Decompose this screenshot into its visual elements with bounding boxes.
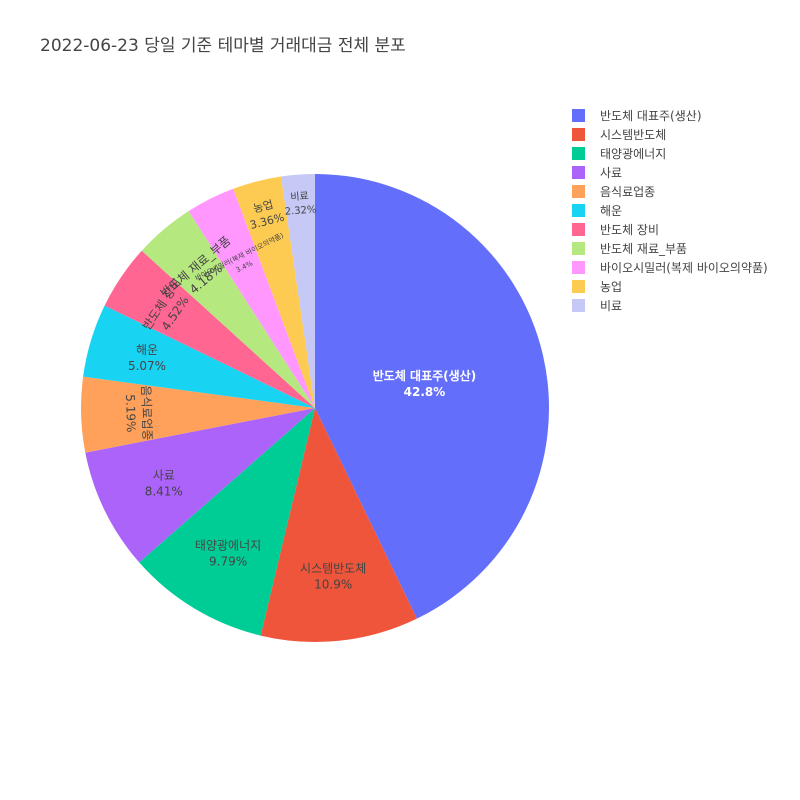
legend-swatch-6 (572, 223, 585, 236)
legend-item-0[interactable]: 반도체 대표주(생산) (572, 109, 702, 123)
slice-label-pct-2: 9.79% (209, 554, 247, 568)
legend-item-3[interactable]: 사료 (572, 166, 622, 180)
legend-item-7[interactable]: 반도체 재료_부품 (572, 242, 687, 256)
slice-label-pct-4: 5.19% (123, 394, 138, 433)
legend-swatch-0 (572, 109, 585, 122)
legend-item-9[interactable]: 농업 (572, 280, 622, 294)
slice-label-pct-5: 5.07% (128, 359, 166, 373)
pie-slice-9[interactable] (233, 176, 315, 408)
legend-swatch-9 (572, 280, 585, 293)
legend-label-7: 반도체 재료_부품 (600, 242, 687, 256)
legend-label-5: 해운 (600, 204, 622, 218)
chart-title: 2022-06-23 당일 기준 테마별 거래대금 전체 분포 (40, 36, 406, 56)
legend-label-2: 태양광에너지 (600, 147, 666, 161)
slice-label-10: 비료2.32% (284, 190, 316, 218)
legend-swatch-4 (572, 185, 585, 198)
legend-swatch-10 (572, 299, 585, 312)
slice-label-name-3: 사료 (153, 468, 175, 482)
legend-label-0: 반도체 대표주(생산) (600, 109, 702, 123)
legend-swatch-1 (572, 128, 585, 141)
legend-item-4[interactable]: 음식료업종 (572, 185, 655, 199)
pie-slice-3[interactable] (85, 408, 315, 563)
slice-label-name-0: 반도체 대표주(생산) (373, 368, 476, 383)
slice-label-5: 해운 5.07% (128, 343, 166, 373)
slice-label-name-9: 농업 (252, 198, 275, 216)
pie-slice-8[interactable] (188, 188, 315, 408)
slice-label-name-4: 음식료업종 (139, 385, 155, 441)
legend-swatch-8 (572, 261, 585, 274)
pie-slice-10[interactable] (280, 174, 315, 408)
legend-item-10[interactable]: 비료 (572, 299, 622, 313)
legend-swatch-3 (572, 166, 585, 179)
slice-label-name-5: 해운 (136, 343, 158, 357)
slice-label-0: 반도체 대표주(생산) 42.8% (373, 368, 476, 399)
pie-slice-5[interactable] (83, 305, 315, 408)
legend-label-8: 바이오시밀러(복제 바이오의약품) (600, 260, 768, 275)
legend-label-6: 반도체 장비 (600, 223, 659, 237)
legend-label-10: 비료 (600, 299, 622, 313)
legend-item-2[interactable]: 태양광에너지 (572, 147, 666, 161)
slice-label-2: 태양광에너지 9.79% (195, 538, 261, 568)
pie-slice-2[interactable] (139, 408, 315, 636)
slice-label-pct-10: 2.32% (284, 204, 316, 217)
slice-label-3: 사료 8.41% (145, 468, 183, 498)
slice-label-pct-0: 42.8% (404, 385, 446, 399)
legend-swatch-5 (572, 204, 585, 217)
pie-slice-1[interactable] (260, 408, 417, 642)
legend-label-1: 시스템반도체 (600, 128, 666, 142)
legend-item-5[interactable]: 해운 (572, 204, 622, 218)
legend-item-8[interactable]: 바이오시밀러(복제 바이오의약품) (572, 260, 768, 275)
slice-label-name-2: 태양광에너지 (195, 538, 261, 552)
pie-slice-4[interactable] (81, 376, 315, 453)
slice-label-pct-3: 8.41% (145, 484, 183, 498)
slice-label-name-10: 비료 (290, 190, 309, 203)
slice-label-pct-1: 10.9% (314, 577, 352, 591)
slice-label-name-1: 시스템반도체 (300, 561, 366, 575)
legend-label-9: 농업 (600, 280, 622, 294)
legend-swatch-2 (572, 147, 585, 160)
legend-item-1[interactable]: 시스템반도체 (572, 128, 666, 142)
legend-swatch-7 (572, 242, 585, 255)
pie-slice-6[interactable] (104, 250, 315, 408)
legend-label-3: 사료 (600, 166, 622, 180)
legend-item-6[interactable]: 반도체 장비 (572, 223, 659, 237)
slice-label-1: 시스템반도체 10.9% (300, 561, 366, 591)
pie-slice-7[interactable] (141, 211, 315, 408)
pie-slices (81, 174, 550, 642)
pie-slice-0[interactable] (315, 174, 550, 619)
legend-label-4: 음식료업종 (600, 185, 655, 199)
